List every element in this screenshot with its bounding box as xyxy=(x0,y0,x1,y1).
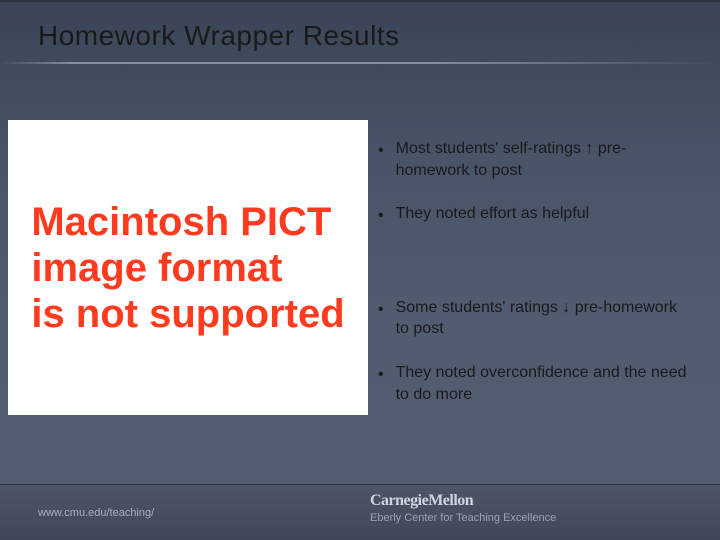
bullet-dot-icon: • xyxy=(378,364,384,386)
bullet-item: • They noted effort as helpful xyxy=(378,203,690,227)
bullet-text: They noted overconfidence and the need t… xyxy=(396,362,690,405)
title-underline xyxy=(0,62,720,64)
title-bar: Homework Wrapper Results xyxy=(0,0,720,60)
content-area: Macintosh PICT image format is not suppo… xyxy=(0,120,720,427)
bullet-text: Some students' ratings ↓ pre-homework to… xyxy=(396,297,690,340)
pict-line-1: Macintosh PICT xyxy=(31,200,331,244)
brand-subtitle: Eberly Center for Teaching Excellence xyxy=(370,512,556,524)
brand-logo-text: CarnegieMellon xyxy=(370,492,556,510)
bullet-dot-icon: • xyxy=(378,140,384,162)
footer-url: www.cmu.edu/teaching/ xyxy=(38,507,154,519)
pict-placeholder-text: Macintosh PICT image format is not suppo… xyxy=(31,199,344,337)
bullet-dot-icon: • xyxy=(378,205,384,227)
bullet-item: • Some students' ratings ↓ pre-homework … xyxy=(378,297,690,340)
footer: www.cmu.edu/teaching/ CarnegieMellon Ebe… xyxy=(0,484,720,540)
bullet-item: • Most students' self-ratings ↑ pre-home… xyxy=(378,138,690,181)
slide-title: Homework Wrapper Results xyxy=(38,20,720,52)
bullet-list: • Most students' self-ratings ↑ pre-home… xyxy=(368,120,720,427)
pict-placeholder-box: Macintosh PICT image format is not suppo… xyxy=(8,120,368,415)
pict-line-3: is not supported xyxy=(31,292,344,336)
bullet-dot-icon: • xyxy=(378,299,384,321)
bullet-text: They noted effort as helpful xyxy=(396,203,590,225)
footer-brand-block: CarnegieMellon Eberly Center for Teachin… xyxy=(370,492,556,524)
bullet-item: • They noted overconfidence and the need… xyxy=(378,362,690,405)
bullet-text: Most students' self-ratings ↑ pre-homewo… xyxy=(396,138,690,181)
pict-line-2: image format xyxy=(31,246,282,290)
